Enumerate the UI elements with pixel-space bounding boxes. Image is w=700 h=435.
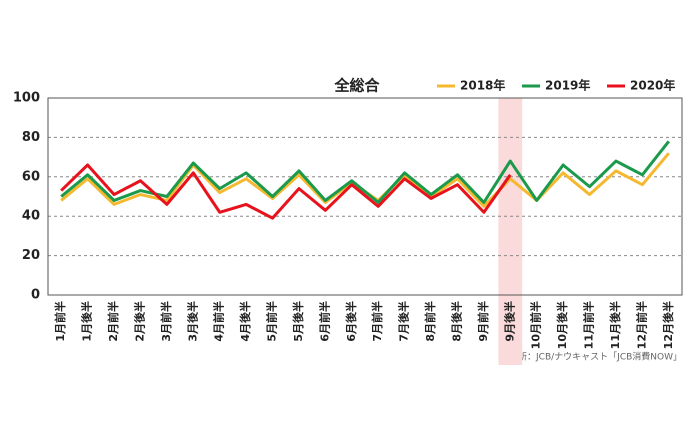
x-tick-label: 5月前半 — [265, 301, 279, 342]
x-tick-label: 8月後半 — [449, 301, 463, 342]
x-tick-label: 1月後半 — [80, 301, 94, 342]
legend-label: 2019年 — [545, 78, 590, 93]
x-tick-label: 8月前半 — [423, 301, 437, 342]
legend-label: 2020年 — [630, 78, 675, 93]
chart-title: 全総合 — [333, 77, 380, 95]
x-tick-label: 9月後半 — [502, 301, 516, 342]
legend-label: 2018年 — [460, 78, 505, 93]
series-line — [60, 152, 670, 208]
x-tick-label: 3月前半 — [159, 301, 173, 342]
x-tick-label: 6月前半 — [317, 301, 331, 342]
x-tick-label: 10月前半 — [529, 301, 543, 349]
y-tick-label: 60 — [22, 169, 40, 184]
series-line — [60, 163, 512, 220]
series-line — [60, 140, 670, 204]
y-tick-label: 20 — [22, 248, 40, 263]
x-tick-label: 4月後半 — [238, 301, 252, 342]
x-tick-label: 1月前半 — [53, 301, 67, 342]
x-tick-label: 10月後半 — [555, 301, 569, 349]
source-note: 出所：JCB/ナウキャスト「JCB消費NOW」 — [509, 351, 682, 363]
x-tick-label: 2月後半 — [132, 301, 146, 342]
x-tick-label: 11月前半 — [582, 301, 596, 349]
x-tick-label: 5月後半 — [291, 301, 305, 342]
y-tick-label: 80 — [22, 130, 40, 145]
plot-frame — [47, 97, 683, 296]
y-tick-label: 100 — [13, 91, 40, 106]
highlight-band — [498, 98, 523, 365]
y-tick-label: 40 — [22, 209, 40, 224]
x-tick-label: 12月前半 — [634, 301, 648, 349]
y-tick-label: 0 — [31, 288, 40, 303]
x-tick-label: 6月後半 — [344, 301, 358, 342]
x-tick-label: 7月後半 — [397, 301, 411, 342]
x-tick-label: 4月前半 — [212, 301, 226, 342]
x-tick-label: 2月前半 — [106, 301, 120, 342]
x-tick-label: 7月前半 — [370, 301, 384, 342]
x-tick-label: 9月前半 — [476, 301, 490, 342]
x-tick-label: 12月後半 — [661, 301, 675, 349]
x-tick-label: 3月後半 — [185, 301, 199, 342]
x-tick-label: 11月後半 — [608, 301, 622, 349]
